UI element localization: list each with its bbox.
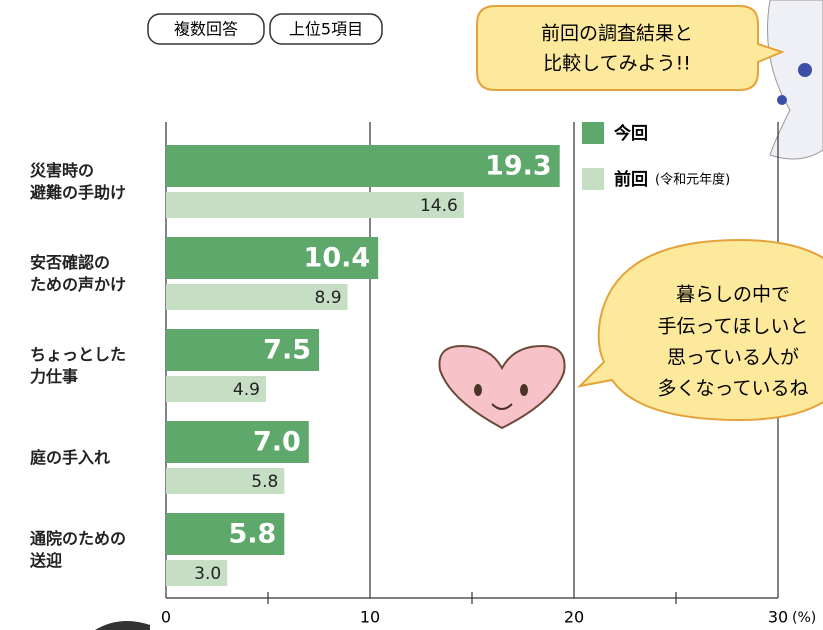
legend-swatch <box>582 168 604 190</box>
category-label: 災害時の 避難の手助け <box>30 160 165 204</box>
tag: 複数回答 <box>174 20 238 39</box>
mascot-dot <box>777 95 787 105</box>
bubble-text: 思っている人が <box>667 347 799 369</box>
heart-eye <box>474 384 482 396</box>
value-label: 7.0 <box>253 427 301 458</box>
x-tick-label: 0 <box>161 608 171 627</box>
category-label: 安否確認の ための声かけ <box>30 252 165 296</box>
bubble-text: 比較してみよう!! <box>543 53 691 75</box>
value-label: 7.5 <box>263 335 311 366</box>
legend-label: 今回 <box>614 123 648 144</box>
mascot <box>95 621 150 630</box>
bubble-text: 暮らしの中で <box>676 284 790 306</box>
value-label: 14.6 <box>420 196 458 216</box>
value-label: 3.0 <box>194 564 221 584</box>
x-tick-label: 10 <box>360 608 380 627</box>
mascot-dot <box>798 63 812 77</box>
heart <box>439 346 564 428</box>
value-label: 5.8 <box>228 519 276 550</box>
value-label: 8.9 <box>315 288 342 308</box>
category-label: ちょっとした 力仕事 <box>30 344 165 388</box>
heart-eye <box>520 384 528 396</box>
bubble-text: 前回の調査結果と <box>541 23 693 45</box>
legend-note: (令和元年度) <box>655 172 730 188</box>
value-label: 19.3 <box>485 151 552 182</box>
tag: 上位5項目 <box>289 20 363 39</box>
category-label: 庭の手入れ <box>30 447 165 469</box>
x-unit: (%) <box>792 610 816 626</box>
value-label: 5.8 <box>251 472 278 492</box>
speech-bubble <box>477 6 782 90</box>
mascot <box>768 0 823 159</box>
x-tick-label: 20 <box>564 608 584 627</box>
bubble-text: 多くなっているね <box>657 378 808 400</box>
legend-label: 前回 <box>614 169 648 190</box>
page: 0 10 20 30(%) 19.3 14.6 10.4 8.9 7.54.9 7.0 5.8 5.8… <box>0 0 823 630</box>
category-label: 通院のための 送迎 <box>30 528 165 572</box>
value-label: 10.4 <box>304 243 371 274</box>
x-tick-label: 30 <box>768 608 788 627</box>
bubble-text: 手伝ってほしいと <box>657 316 808 338</box>
legend-swatch <box>582 122 604 144</box>
value-label: 4.9 <box>233 380 260 400</box>
